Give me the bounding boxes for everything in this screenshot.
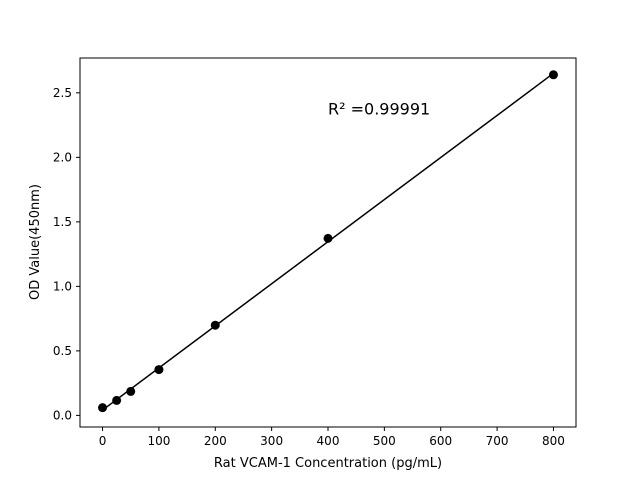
x-tick-label: 100 — [147, 434, 170, 448]
data-point — [323, 233, 333, 243]
x-tick-label: 600 — [429, 434, 452, 448]
x-tick-label: 300 — [260, 434, 283, 448]
y-tick-label: 0.5 — [53, 344, 72, 358]
data-point — [126, 386, 136, 396]
x-tick-label: 700 — [486, 434, 509, 448]
data-point — [548, 70, 558, 80]
y-tick-label: 2.0 — [53, 150, 72, 164]
plot-marks — [98, 70, 558, 413]
y-axis: 0.0 0.5 1.0 1.5 2.0 2.5 — [53, 86, 80, 422]
x-tick-label: 800 — [542, 434, 565, 448]
y-axis-label: OD Value(450nm) — [28, 184, 43, 300]
y-tick-label: 1.0 — [53, 279, 72, 293]
r-squared-annotation: R² =0.99991 — [328, 99, 430, 118]
data-point — [210, 320, 220, 330]
y-tick-label: 1.5 — [53, 215, 72, 229]
data-point — [112, 395, 122, 405]
y-tick-label: 2.5 — [53, 86, 72, 100]
y-tick-label: 0.0 — [53, 408, 72, 422]
x-tick-label: 0 — [99, 434, 107, 448]
x-axis: 0 100 200 300 400 500 600 700 800 — [99, 427, 565, 448]
x-tick-label: 500 — [373, 434, 396, 448]
data-point — [98, 403, 108, 413]
data-point — [154, 365, 164, 375]
x-tick-label: 400 — [317, 434, 340, 448]
x-axis-label: Rat VCAM-1 Concentration (pg/mL) — [214, 456, 442, 471]
x-tick-label: 200 — [204, 434, 227, 448]
